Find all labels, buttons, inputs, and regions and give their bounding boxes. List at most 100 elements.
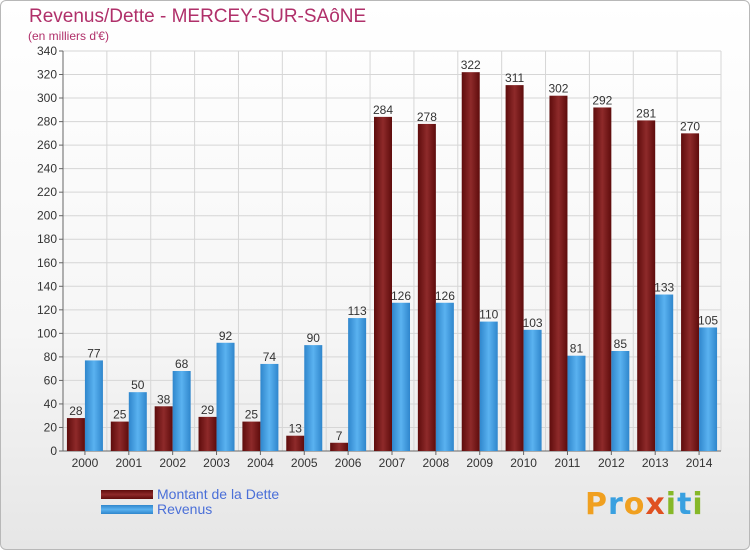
data-label-revenus: 50: [131, 378, 145, 392]
y-tick-label: 20: [44, 420, 58, 434]
x-tick-label: 2009: [466, 456, 493, 470]
data-label-revenus: 105: [698, 313, 718, 327]
bars: [66, 72, 718, 452]
bar-revenus: [655, 294, 674, 451]
bar-revenus: [348, 318, 367, 451]
bar-dette: [110, 421, 129, 451]
chart-subtitle: (en milliers d'€): [28, 29, 109, 43]
legend-label-dette: Montant de la Dette: [157, 486, 280, 502]
bar-revenus: [128, 392, 147, 451]
y-tick-label: 320: [37, 68, 57, 82]
y-tick-label: 280: [37, 115, 57, 129]
legend-label-revenus: Revenus: [157, 501, 213, 517]
bar-revenus: [699, 327, 718, 451]
data-label-revenus: 81: [570, 342, 584, 356]
bar-dette: [681, 133, 700, 451]
data-label-revenus: 113: [348, 304, 367, 318]
bar-dette: [198, 416, 217, 451]
data-label-revenus: 68: [175, 357, 189, 371]
y-tick-label: 220: [37, 185, 57, 199]
y-tick-label: 340: [37, 44, 57, 58]
bar-dette: [154, 406, 173, 451]
data-label-revenus: 85: [614, 337, 628, 351]
chart-title: Revenus/Dette - MERCEY-SUR-SAôNE: [29, 6, 367, 27]
bar-dette: [374, 116, 392, 451]
data-label-dette: 270: [680, 119, 700, 133]
data-label-dette: 25: [245, 408, 259, 422]
y-tick-label: 80: [44, 350, 58, 364]
data-label-dette: 281: [636, 106, 656, 120]
legend-swatch-revenus: [101, 505, 153, 514]
x-tick-label: 2005: [291, 456, 318, 470]
bar-dette: [461, 72, 480, 452]
bar-dette: [549, 95, 568, 452]
y-tick-label: 60: [44, 373, 58, 387]
bar-revenus: [435, 302, 454, 451]
data-label-dette: 25: [113, 408, 127, 422]
data-label-dette: 13: [289, 422, 303, 436]
bar-revenus: [216, 342, 235, 451]
bar-dette: [593, 107, 612, 452]
bar-dette: [505, 85, 524, 451]
data-label-dette: 292: [592, 93, 612, 107]
bar-dette: [330, 442, 349, 451]
bar-revenus: [567, 355, 586, 451]
bar-revenus: [523, 329, 542, 451]
y-tick-label: 260: [37, 138, 57, 152]
x-tick-label: 2000: [72, 456, 99, 470]
x-tick-label: 2002: [159, 456, 186, 470]
x-tick-label: 2014: [686, 456, 713, 470]
bar-revenus: [260, 363, 279, 451]
bar-revenus: [84, 360, 103, 451]
data-label-revenus: 77: [87, 346, 101, 360]
bar-dette: [286, 435, 305, 451]
x-tick-label: 2008: [423, 456, 450, 470]
data-label-dette: 278: [417, 110, 437, 124]
data-label-revenus: 74: [263, 350, 277, 364]
x-tick-label: 2003: [203, 456, 230, 470]
x-tick-label: 2004: [247, 456, 274, 470]
data-label-revenus: 92: [219, 329, 233, 343]
x-tick-label: 2010: [510, 456, 537, 470]
bar-revenus: [304, 345, 323, 451]
data-label-dette: 311: [505, 71, 524, 85]
x-tick-label: 2013: [642, 456, 669, 470]
data-label-revenus: 103: [523, 316, 543, 330]
bar-dette: [242, 421, 261, 451]
bar-revenus: [611, 351, 630, 451]
x-tick-label: 2007: [379, 456, 406, 470]
data-labels: 28 77 25 50 38 68 29 92 25 74 13 90 7 113 284 126 278 126…: [69, 58, 718, 443]
legend-swatch-dette: [101, 490, 153, 499]
data-label-revenus: 90: [307, 331, 321, 345]
y-tick-label: 160: [37, 256, 57, 270]
data-label-revenus: 126: [435, 289, 455, 303]
data-label-dette: 28: [69, 404, 83, 418]
y-tick-label: 0: [50, 444, 57, 458]
data-label-dette: 284: [373, 103, 393, 117]
y-tick-label: 200: [37, 209, 57, 223]
y-tick-label: 40: [44, 397, 58, 411]
y-tick-label: 100: [37, 326, 57, 340]
y-tick-label: 140: [37, 279, 57, 293]
y-tick-label: 300: [37, 91, 57, 105]
bar-revenus: [479, 321, 498, 451]
y-tick-label: 180: [37, 232, 57, 246]
data-label-dette: 302: [548, 82, 568, 96]
data-label-revenus: 126: [391, 289, 411, 303]
y-tick-label: 120: [37, 303, 57, 317]
bar-dette: [66, 418, 85, 451]
x-tick-label: 2011: [555, 456, 581, 470]
bar-revenus: [172, 371, 191, 451]
bar-dette: [417, 123, 436, 452]
bar-revenus: [392, 302, 410, 451]
x-tick-label: 2006: [335, 456, 362, 470]
y-tick-label: 240: [37, 162, 57, 176]
data-label-dette: 29: [201, 403, 215, 417]
bar-dette: [637, 120, 656, 451]
x-tick-label: 2001: [115, 456, 142, 470]
proxiti-logo: Proxiti: [585, 487, 704, 522]
data-label-dette: 7: [336, 429, 343, 443]
data-label-dette: 322: [461, 58, 481, 72]
